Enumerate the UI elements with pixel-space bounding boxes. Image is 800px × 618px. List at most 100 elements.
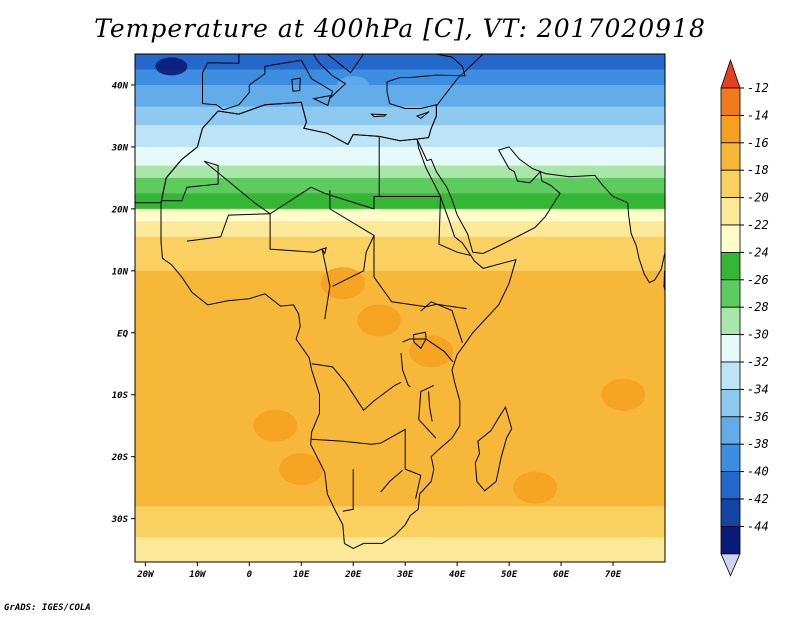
- temperature-band: [135, 193, 665, 198]
- temperature-band: [135, 81, 665, 86]
- temperature-band: [135, 363, 665, 368]
- country-border: [438, 196, 471, 256]
- map-axes: 40N 30N 20N 10N EQ 10S 20S 30S 20W 10W 0 10E 20E 30E 4…: [111, 81, 622, 580]
- lon-label: 30E: [396, 570, 414, 580]
- colorbar-swatch: [720, 443, 741, 473]
- temperature-band: [135, 150, 665, 154]
- temperature-band: [135, 456, 665, 461]
- country-border: [420, 301, 463, 343]
- temperature-band: [135, 335, 665, 340]
- temperature-band: [135, 493, 665, 498]
- colorbar-swatch: [720, 306, 741, 336]
- colorbar-label: -40: [747, 465, 769, 479]
- temperature-band: [135, 60, 665, 64]
- colorbar-label: -44: [747, 519, 769, 533]
- temperature-band: [135, 478, 665, 483]
- temperature-band: [135, 400, 665, 405]
- temperature-band: [135, 348, 665, 352]
- temperature-band: [135, 552, 665, 557]
- temperature-band: [135, 459, 665, 464]
- lake-tanganyika: [400, 353, 411, 388]
- colorbar-label: -32: [747, 355, 769, 369]
- temperature-band: [135, 425, 665, 430]
- lon-label: 60E: [553, 570, 570, 580]
- temperature-band: [135, 435, 665, 439]
- temperature-band: [135, 277, 665, 281]
- temperature-band: [135, 233, 665, 238]
- temperature-band: [135, 267, 665, 272]
- temperature-band: [135, 543, 665, 548]
- lat-label: 40N: [112, 81, 129, 91]
- grads-credit: GrADS: IGES/COLA: [4, 603, 91, 613]
- coastlines: [135, 54, 665, 549]
- temperature-band: [135, 230, 665, 235]
- temperature-band: [135, 208, 665, 213]
- temperature-band: [135, 196, 665, 201]
- temperature-band: [135, 57, 665, 61]
- temperature-band: [135, 295, 665, 300]
- temperature-band: [135, 345, 665, 349]
- temperature-band: [135, 205, 665, 210]
- temperature-band: [135, 112, 665, 117]
- temperature-band: [135, 447, 665, 452]
- cold-spot: [155, 57, 188, 76]
- lat-label: 10N: [112, 267, 129, 277]
- colorbar-label: -14: [747, 108, 769, 122]
- temperature-band: [135, 558, 665, 562]
- colorbar-swatch: [720, 142, 741, 171]
- lat-label: 30S: [111, 515, 129, 525]
- sri-lanka-coastline: [663, 270, 665, 294]
- temperature-band: [135, 360, 665, 365]
- lat-label: 20N: [111, 205, 129, 215]
- temperature-band: [135, 264, 665, 269]
- temperature-band: [135, 524, 665, 529]
- cyprus-coastline: [415, 111, 430, 120]
- temperature-band: [135, 500, 665, 504]
- temperature-band: [135, 308, 665, 312]
- temperature-band: [135, 292, 665, 297]
- temperature-band: [135, 125, 665, 129]
- temperature-band: [135, 137, 665, 142]
- lake-chad: [321, 247, 327, 255]
- warm-spot: [253, 409, 298, 442]
- temperature-band: [135, 246, 665, 250]
- temperature-band: [135, 168, 665, 173]
- warm-spot: [357, 304, 402, 337]
- temperature-band: [135, 159, 665, 164]
- temperature-band: [135, 329, 665, 334]
- temperature-band: [135, 184, 665, 188]
- temperature-band: [135, 332, 665, 337]
- temperature-band: [135, 146, 665, 151]
- temperature-band: [135, 450, 665, 455]
- temperature-band: [135, 54, 665, 58]
- lake-victoria: [412, 331, 427, 350]
- temperature-band: [135, 441, 665, 445]
- temperature-band: [135, 549, 665, 554]
- temperature-band: [135, 540, 665, 545]
- lake-malawi: [428, 391, 433, 422]
- temperature-band: [135, 174, 665, 179]
- colorbar-min-arrow: [720, 553, 741, 577]
- temperature-band: [135, 357, 665, 362]
- sardinia-coastline: [291, 77, 301, 92]
- lon-label: 40E: [449, 570, 466, 580]
- temperature-band: [135, 63, 665, 67]
- temperature-band: [135, 283, 665, 287]
- temperature-band: [135, 236, 665, 241]
- temperature-band: [135, 469, 665, 473]
- temperature-band: [135, 106, 665, 111]
- temperature-band: [135, 273, 665, 278]
- country-border: [269, 213, 331, 320]
- crete-coastline: [370, 113, 388, 118]
- country-border: [380, 469, 403, 493]
- temperature-band: [135, 351, 665, 356]
- temperature-band: [135, 509, 665, 514]
- temperature-band: [135, 227, 665, 232]
- temperature-band: [135, 239, 665, 244]
- lon-label: 20E: [344, 570, 362, 580]
- temperature-band: [135, 143, 665, 148]
- temperature-band: [135, 379, 665, 383]
- country-border: [311, 428, 422, 499]
- temperature-band: [135, 326, 665, 331]
- lon-label: 20W: [136, 570, 155, 580]
